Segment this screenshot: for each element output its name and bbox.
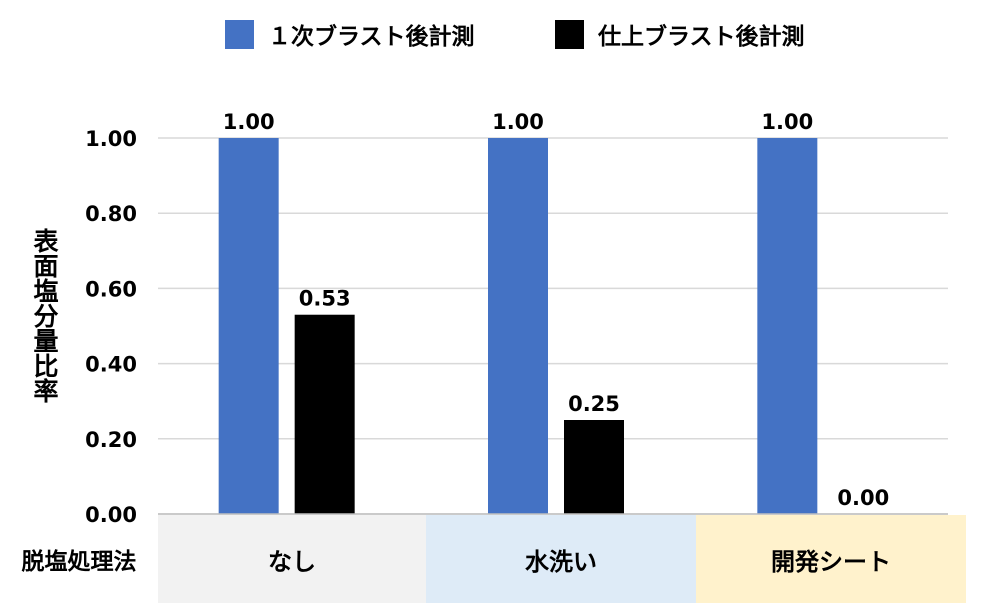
category-cell-water-wash: 水洗い — [426, 515, 696, 603]
data-label: 0.53 — [299, 287, 351, 311]
chart-legend: １次ブラスト後計測 仕上ブラスト後計測 — [0, 14, 986, 54]
legend-item-finish-blast: 仕上ブラスト後計測 — [555, 14, 805, 54]
treatment-method-row: 脱塩処理法 なし 水洗い 開発シート — [0, 515, 986, 603]
legend-label-first-blast: １次ブラスト後計測 — [268, 24, 475, 50]
bar — [757, 138, 818, 514]
bar — [488, 138, 548, 514]
category-cell-developed-sheet: 開発シート — [696, 515, 966, 603]
data-label: 1.00 — [492, 110, 544, 134]
legend-item-first-blast: １次ブラスト後計測 — [225, 14, 475, 54]
y-tick-label: 0.60 — [85, 277, 137, 301]
y-tick-label: 0.00 — [85, 503, 137, 527]
legend-swatch-first-blast — [225, 19, 254, 49]
bar — [564, 420, 624, 514]
y-tick-label: 0.80 — [85, 202, 137, 226]
y-tick-label: 1.00 — [85, 127, 137, 151]
y-tick-label: 0.40 — [85, 353, 137, 377]
category-cell-none: なし — [158, 515, 426, 603]
row-header-treatment-method: 脱塩処理法 — [21, 549, 137, 575]
y-tick-label: 0.20 — [85, 428, 137, 452]
data-label: 1.00 — [761, 110, 813, 134]
y-axis-label: 表面塩分量比率 — [30, 228, 59, 403]
data-label: 1.00 — [223, 110, 275, 134]
bar — [294, 314, 355, 514]
bar — [218, 138, 279, 514]
data-label: 0.00 — [837, 486, 889, 510]
legend-swatch-finish-blast — [555, 19, 584, 49]
data-label: 0.25 — [568, 392, 620, 416]
legend-label-finish-blast: 仕上ブラスト後計測 — [598, 24, 805, 50]
